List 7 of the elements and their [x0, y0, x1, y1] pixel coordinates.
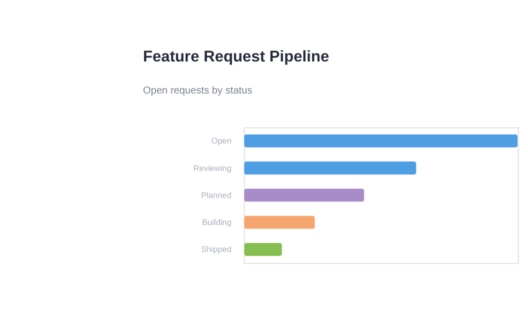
y-tick-label: Planned — [201, 190, 232, 200]
chart-subtitle: Open requests by status — [143, 85, 252, 96]
y-tick-label: Open — [211, 136, 232, 146]
chart-title: Feature Request Pipeline — [143, 48, 330, 66]
y-tick-label: Reviewing — [193, 164, 232, 173]
y-tick-label: Building — [202, 218, 232, 228]
y-tick-label: Shipped — [201, 245, 232, 254]
